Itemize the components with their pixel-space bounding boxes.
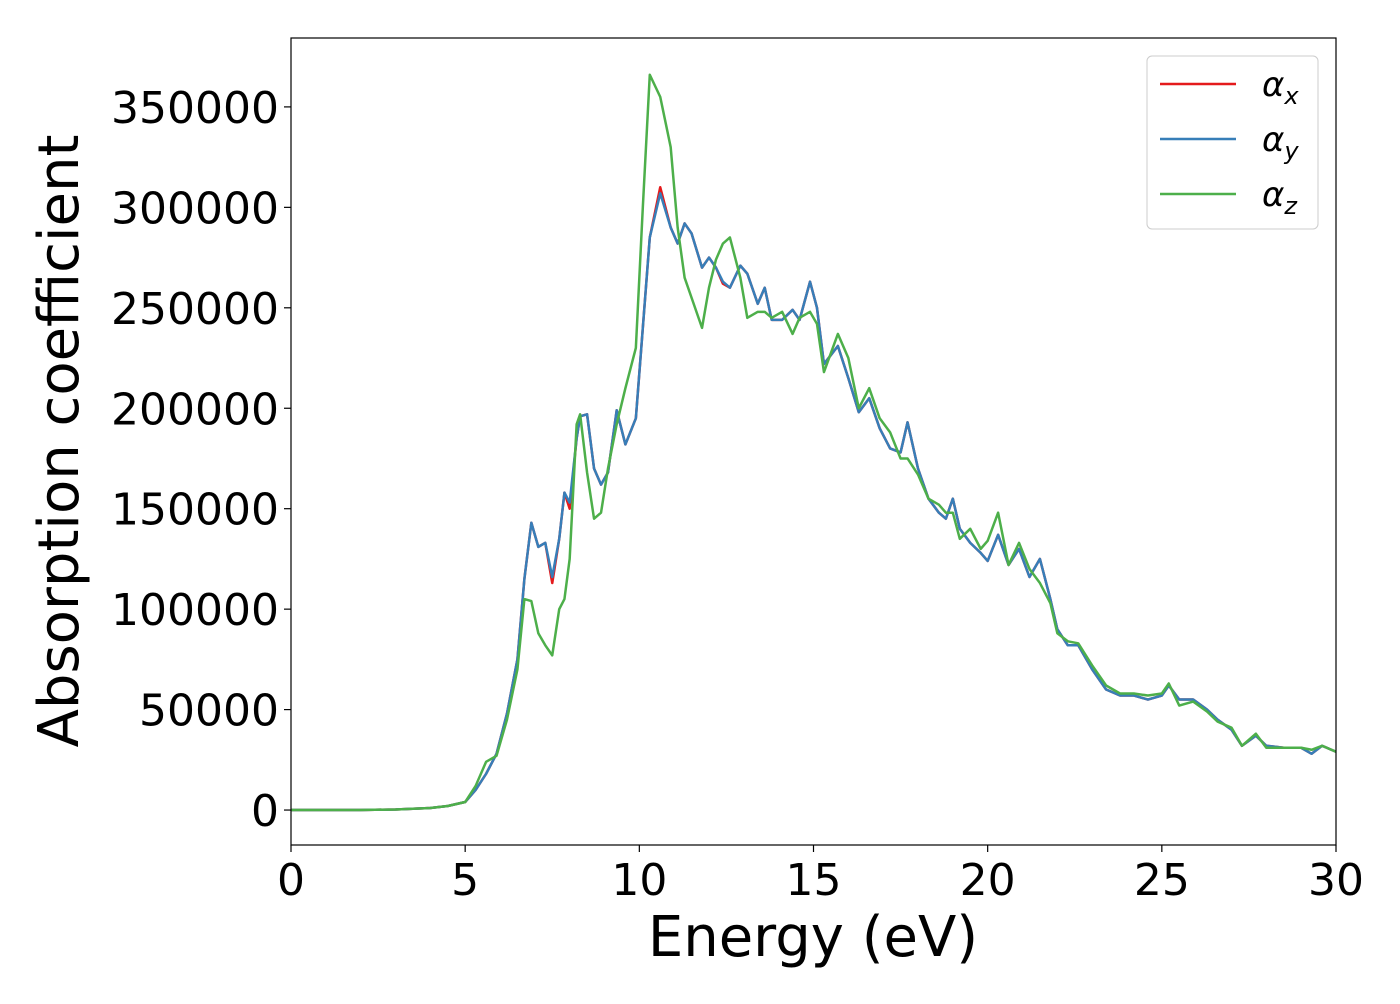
y-tick-label: 300000 (111, 183, 279, 234)
x-tick-label: 15 (786, 855, 842, 906)
y-tick-label: 200000 (111, 384, 279, 435)
x-tick-label: 10 (611, 855, 667, 906)
x-tick-label: 20 (960, 855, 1016, 906)
y-axis-label: Absorption coefficient (27, 135, 92, 748)
y-tick-label: 350000 (111, 83, 279, 134)
x-tick-label: 5 (451, 855, 479, 906)
x-tick-label: 30 (1308, 855, 1364, 906)
legend-label: αz (1262, 175, 1298, 220)
y-tick-label: 50000 (139, 686, 279, 737)
x-axis-label: Energy (eV) (648, 905, 978, 970)
legend-label: αy (1262, 120, 1299, 165)
legend-label: αx (1262, 65, 1299, 110)
x-tick-label: 25 (1134, 855, 1190, 906)
y-tick-label: 0 (251, 786, 279, 837)
y-tick-label: 100000 (111, 585, 279, 636)
legend: αx αy αz (1146, 55, 1319, 230)
series-line (291, 192, 1337, 812)
y-tick-label: 150000 (111, 485, 279, 536)
plot-frame (290, 37, 1337, 846)
x-tick-label: 0 (277, 855, 305, 906)
y-tick-label: 250000 (111, 284, 279, 335)
series-line (291, 73, 1337, 812)
legend-box (1146, 55, 1319, 230)
